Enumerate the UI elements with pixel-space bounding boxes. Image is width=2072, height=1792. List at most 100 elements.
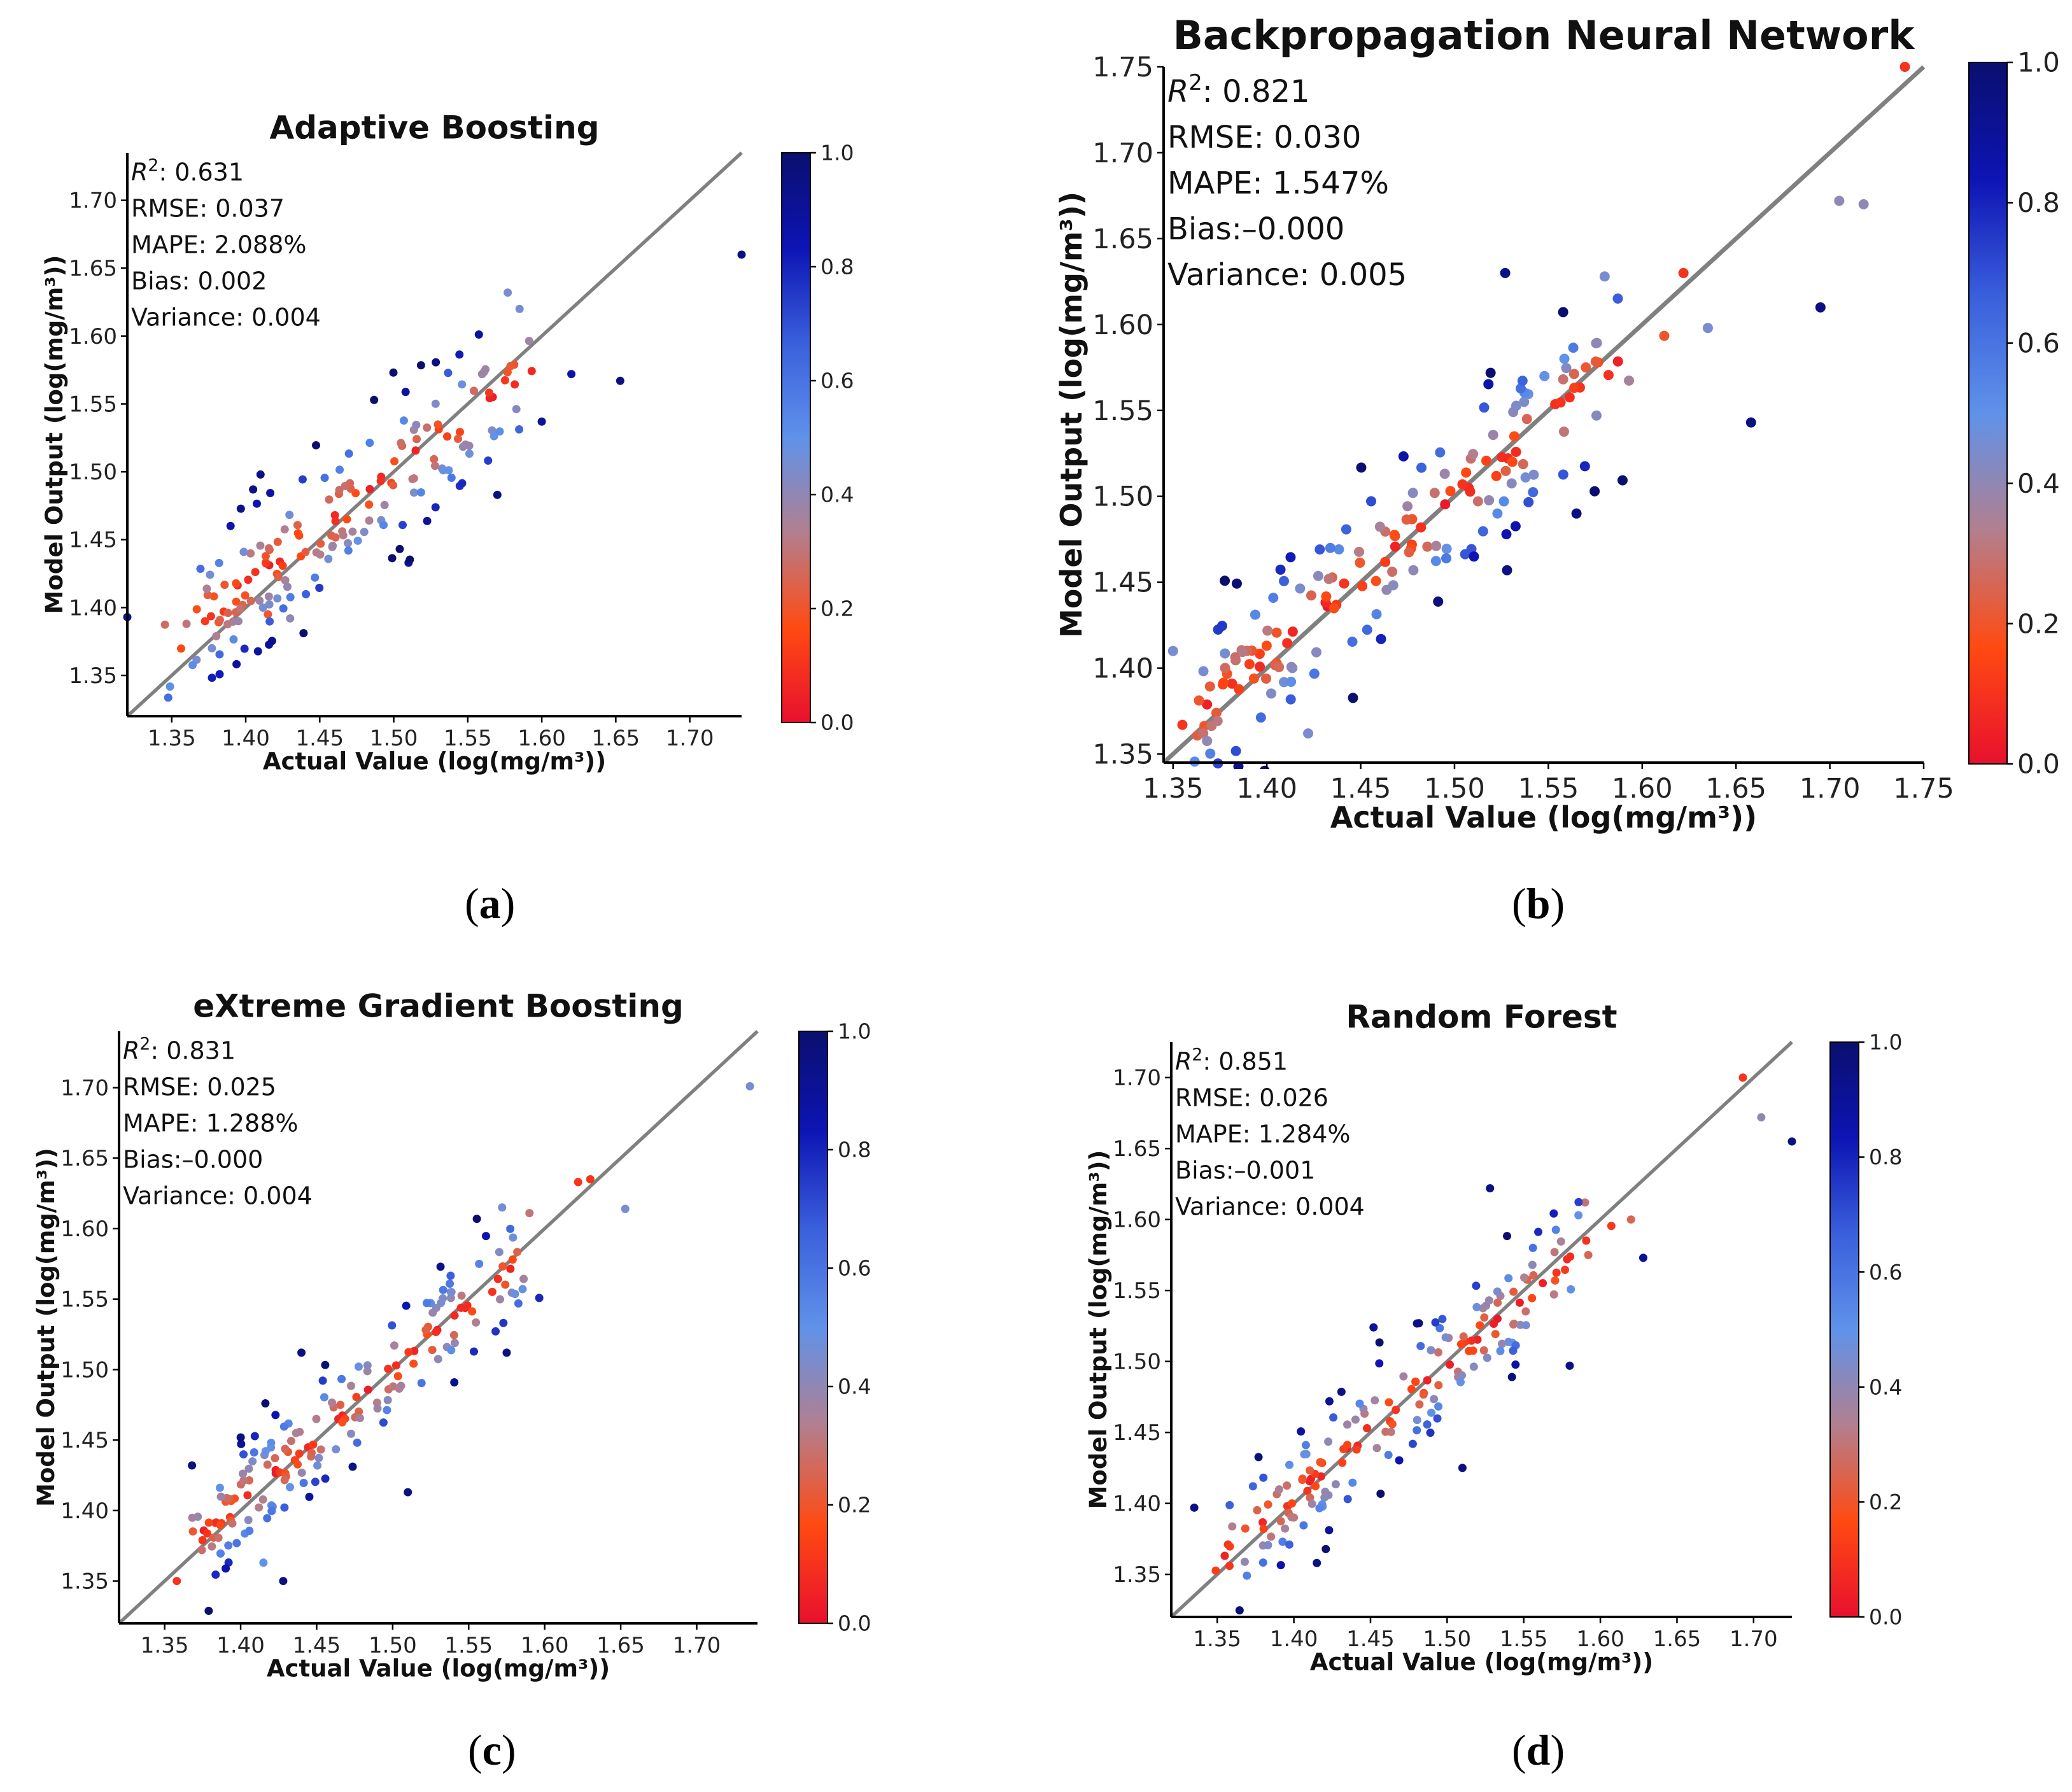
data-point [283, 582, 292, 591]
data-point [1285, 1460, 1294, 1469]
panel-label-c-text: c [482, 1726, 502, 1774]
data-point [236, 504, 245, 513]
data-point [1316, 1458, 1325, 1467]
data-point [1511, 446, 1521, 457]
data-point [249, 485, 258, 494]
y-tick-label: 1.70 [1113, 1066, 1161, 1091]
data-point [188, 1527, 197, 1536]
data-point [586, 1175, 595, 1183]
data-point [1556, 1237, 1565, 1246]
data-point [380, 500, 389, 509]
panel-label-c: (c) [468, 1726, 516, 1774]
colorbar-tick-label: 0.6 [2017, 328, 2060, 359]
data-point [1337, 1387, 1346, 1396]
data-point [1354, 546, 1365, 557]
data-point [1468, 449, 1479, 460]
data-point [1376, 1489, 1385, 1498]
data-point [1745, 417, 1756, 428]
data-point [1500, 267, 1511, 278]
data-point [341, 481, 349, 490]
x-tick-label: 1.55 [444, 1633, 493, 1658]
data-point [1285, 1540, 1293, 1549]
data-point [1480, 1313, 1489, 1322]
x-tick-label: 1.70 [673, 1633, 721, 1658]
data-point [1274, 661, 1285, 672]
x-tick-label: 1.70 [1730, 1626, 1778, 1652]
data-point [1408, 1439, 1417, 1448]
r2-superscript: 2 [148, 156, 159, 176]
y-tick-label: 1.70 [69, 188, 117, 214]
data-point [1457, 479, 1468, 490]
data-point [1567, 1285, 1575, 1294]
x-tick-label: 1.40 [1270, 1626, 1318, 1652]
data-point [506, 362, 515, 370]
data-point [1276, 1561, 1285, 1570]
data-point [1295, 583, 1306, 594]
data-point [338, 1418, 347, 1427]
data-point [395, 544, 404, 553]
data-point [279, 1577, 288, 1586]
data-point [1372, 1444, 1381, 1453]
metric-rmse: RMSE: 0.026 [1175, 1084, 1328, 1112]
metric-bias: Bias:–0.001 [1175, 1157, 1315, 1185]
data-point [286, 1437, 295, 1446]
data-point [1461, 467, 1472, 478]
colorbar-tick-label: 0.4 [2017, 468, 2060, 499]
data-point [498, 1262, 507, 1271]
data-point [515, 304, 524, 313]
data-point [348, 1462, 357, 1471]
scatter-panel-1: 1.35 1.40 1.45 1.50 1.55 1.60 1.65 1.70 1.35 1.40… [41, 109, 854, 775]
x-axis-label: Actual Value (log(mg/m³)) [267, 1655, 610, 1683]
data-point [1351, 1415, 1360, 1424]
chart-title: Adaptive Boosting [270, 109, 600, 146]
data-point [352, 1393, 361, 1402]
data-point [493, 490, 502, 499]
data-point [1434, 1381, 1443, 1390]
data-point [1300, 1450, 1309, 1458]
data-point [315, 584, 324, 593]
data-point [1385, 1398, 1393, 1407]
data-point [293, 521, 302, 530]
data-point [216, 1492, 225, 1501]
y-tick-label: 1.65 [60, 1146, 109, 1171]
y-tick-label: 1.70 [1092, 138, 1153, 169]
data-point [226, 521, 235, 530]
data-point [1581, 1198, 1589, 1207]
data-point [1555, 397, 1566, 408]
x-axis-label: Actual Value (log(mg/m³)) [1310, 1649, 1653, 1676]
data-point [259, 1558, 268, 1567]
data-point [373, 1404, 382, 1413]
data-point [1528, 1294, 1537, 1302]
data-point [339, 531, 348, 540]
data-point [253, 647, 262, 656]
data-point [404, 1488, 412, 1497]
data-point [1404, 547, 1414, 558]
data-point [1390, 541, 1400, 552]
colorbar-tick-label: 1.0 [821, 141, 854, 166]
data-point [1167, 646, 1178, 656]
data-point [344, 449, 353, 458]
data-point [1371, 609, 1382, 619]
data-point [1286, 677, 1297, 688]
data-point [212, 631, 221, 640]
y-axis-label: Model Output (log(mg/m³)) [41, 255, 68, 614]
x-tick-label: 1.70 [666, 726, 714, 751]
data-point [1612, 356, 1623, 367]
data-point [1198, 728, 1209, 739]
colorbar-tick-label: 0.6 [1869, 1260, 1902, 1285]
data-point [1287, 1513, 1296, 1521]
data-point [1282, 638, 1293, 649]
data-point [1311, 1482, 1320, 1491]
data-point [202, 584, 211, 593]
data-point [1445, 486, 1456, 497]
data-point [1307, 1499, 1316, 1508]
data-point [412, 435, 421, 444]
identity-line [1170, 1041, 1793, 1618]
data-point [1416, 462, 1427, 473]
data-point [1458, 1371, 1467, 1379]
data-point [363, 1385, 372, 1394]
data-point [1258, 1558, 1267, 1567]
data-point [1227, 678, 1237, 689]
data-point [1202, 699, 1213, 710]
data-point [1264, 1541, 1272, 1549]
